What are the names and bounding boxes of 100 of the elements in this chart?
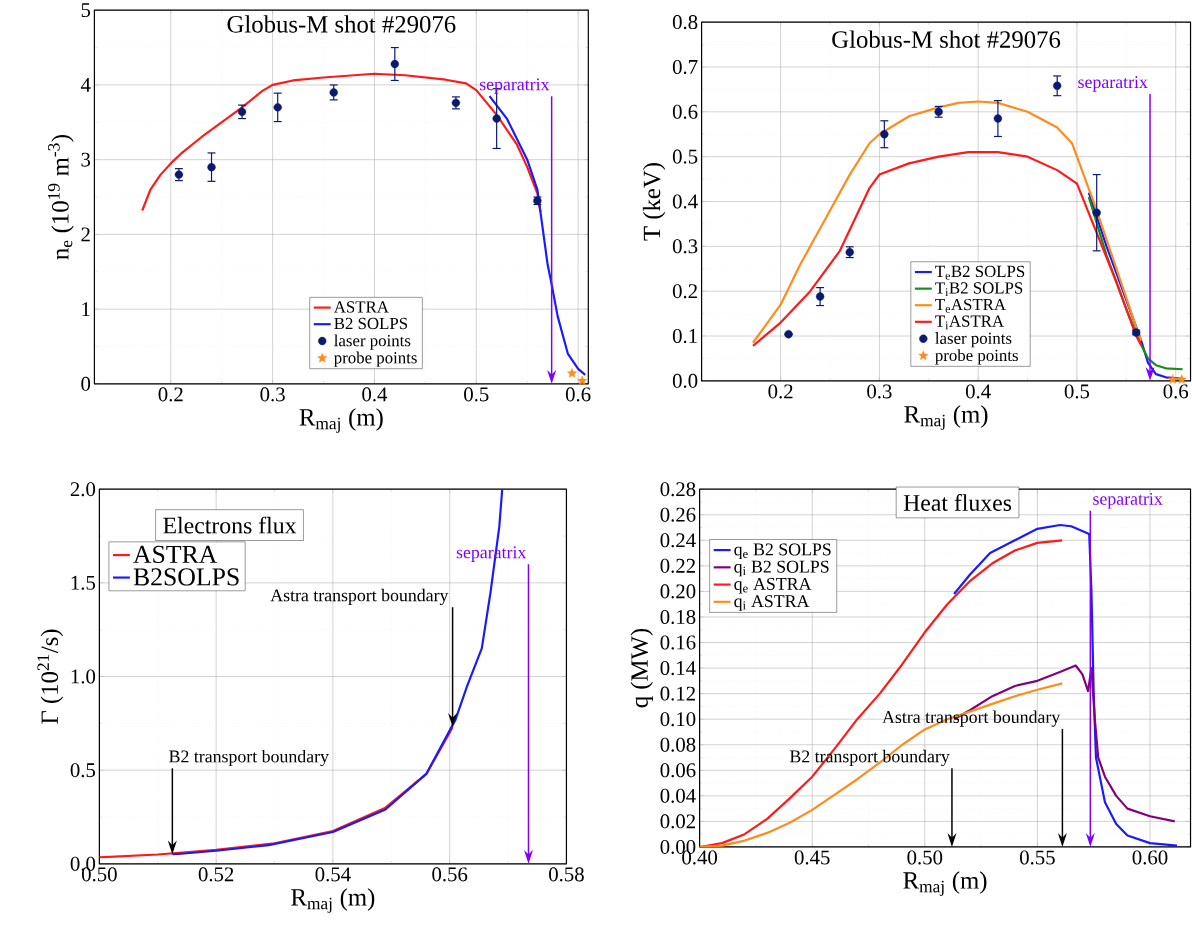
y-tick-label: 0.22: [660, 558, 695, 573]
point: [784, 329, 793, 339]
y-tick-label: 0.7: [672, 59, 698, 74]
x-axis-title: R$_{maj}$ (m): [903, 871, 987, 896]
legend-label: probe points: [935, 349, 1018, 365]
x-tick-label: 0.60: [1132, 850, 1168, 865]
legend-label: B2 SOLPS: [334, 317, 408, 330]
line-series: [751, 150, 1143, 347]
y-axis-title: T (keV): [642, 162, 666, 241]
point: [1167, 374, 1178, 384]
point: [880, 129, 889, 139]
y-tick-label: 0.5: [70, 762, 96, 778]
y-axis-title: q (MW): [630, 628, 653, 708]
x-tick-label: 0.52: [198, 867, 234, 882]
point: [273, 103, 282, 112]
legend-label: q$_{i}$ B2 SOLPS: [734, 560, 829, 577]
y-tick-label: 1.0: [71, 669, 96, 684]
y-tick-label: 0.1: [672, 328, 697, 343]
y-tick-label: 0.2: [672, 283, 697, 299]
y-tick-label: 0: [81, 376, 91, 391]
legend-label: ASTRA: [133, 545, 218, 563]
x-tick-label: 0.4: [965, 384, 991, 399]
x-tick-label: 0.55: [1020, 850, 1055, 865]
chart-title: Heat fluxes: [903, 493, 1012, 511]
x-tick-label: 0.56: [432, 867, 468, 882]
legend-label: B2SOLPS: [133, 568, 239, 586]
legend-label: T$_{e}$B2 SOLPS: [935, 265, 1025, 280]
point: [1176, 374, 1187, 384]
point: [1092, 208, 1101, 217]
legend-label: T$_{i}$B2 SOLPS: [935, 282, 1023, 296]
chart-title: Globus-M shot #29076: [227, 15, 456, 33]
y-tick-label: 1: [82, 302, 90, 316]
x-axis-title: R$_{maj}$ (m): [299, 408, 383, 433]
x-tick-label: 0.6: [565, 387, 591, 402]
ref-line-label: separatrix: [479, 78, 550, 94]
point: [390, 59, 399, 69]
y-axis-title: Γ (10$^{21}$/s): [37, 629, 64, 724]
x-tick-label: 0.6: [1163, 384, 1189, 399]
y-tick-label: 0.04: [660, 788, 696, 803]
y-tick-label: 0.06: [660, 763, 696, 778]
legend-label: T$_{i}$ASTRA: [935, 315, 1004, 330]
point: [577, 375, 588, 385]
legend-label: laser points: [334, 334, 411, 350]
x-tick-label: 0.2: [158, 387, 183, 402]
point: [329, 88, 338, 97]
x-tick-label: 0.3: [260, 387, 285, 402]
point: [492, 114, 501, 123]
legend-label: q$_{i}$ ASTRA: [734, 595, 810, 611]
x-tick-label: 0.58: [549, 867, 584, 882]
y-tick-label: 0.5: [672, 149, 698, 164]
y-tick-label: 0.12: [660, 686, 695, 701]
y-tick-label: 0.24: [660, 533, 696, 548]
y-tick-label: 3: [81, 152, 91, 167]
x-tick-label: 0.45: [794, 850, 830, 865]
x-tick-label: 0.50: [907, 850, 943, 865]
y-tick-label: 0.18: [660, 609, 696, 624]
y-tick-label: 0.08: [660, 737, 696, 752]
y-tick-label: 0.16: [660, 635, 696, 650]
point: [237, 107, 247, 116]
x-tick-label: 0.4: [362, 387, 388, 402]
y-tick-label: 0.3: [672, 239, 698, 254]
x-tick-label: 0.5: [1064, 384, 1090, 399]
legend-label: ASTRA: [333, 301, 389, 313]
legend-label: q$_{e}$ B2 SOLPS: [734, 543, 831, 559]
ref-line-label: separatrix: [1078, 75, 1148, 92]
legend-label: laser points: [935, 331, 1012, 348]
legend-label: probe points: [334, 351, 417, 367]
x-tick-label: 0.3: [867, 384, 892, 399]
chart-title: Globus-M shot #29076: [832, 30, 1061, 48]
text: Electrons flux: [163, 516, 297, 534]
y-axis-title: n$_{e}$ (10$^{19}$ m$^{-3}$): [48, 134, 74, 260]
point: [1053, 81, 1062, 90]
x-tick-label: 0.2: [768, 384, 793, 399]
line-series: [699, 539, 1064, 847]
legend-label: q$_{e}$ ASTRA: [734, 577, 812, 594]
y-tick-label: 0.0: [672, 373, 698, 388]
x-axis-title: R$_{maj}$ (m): [904, 405, 988, 430]
annotation: B2 transport boundary: [169, 749, 329, 766]
y-tick-label: 4: [80, 77, 91, 92]
y-tick-label: 0.4: [672, 194, 698, 209]
y-tick-label: 1.5: [71, 575, 96, 590]
x-tick-label: 0.5: [464, 387, 489, 402]
point: [207, 162, 216, 172]
y-tick-label: 0.14: [660, 660, 696, 675]
point: [993, 114, 1003, 123]
y-tick-label: 0.28: [660, 481, 696, 497]
y-tick-label: 0.6: [672, 104, 698, 119]
y-tick-label: 2.0: [70, 481, 96, 497]
y-tick-label: 5: [81, 3, 91, 17]
legend-label: T$_{e}$ASTRA: [935, 298, 1006, 313]
y-tick-label: 0.10: [660, 711, 696, 727]
x-tick-label: 0.54: [315, 867, 351, 882]
x-axis-title: R$_{maj}$ (m): [291, 888, 375, 913]
ref-line-label: separatrix: [1093, 492, 1163, 509]
y-tick-label: 0.8: [672, 14, 698, 30]
point: [815, 292, 825, 301]
y-tick-label: 2: [81, 227, 90, 242]
point: [567, 368, 577, 378]
y-tick-label: 0.20: [660, 584, 696, 599]
annotation: Astra transport boundary: [270, 588, 449, 605]
